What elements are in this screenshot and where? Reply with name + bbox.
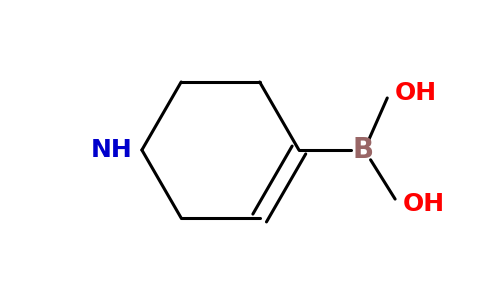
Text: B: B [352, 136, 373, 164]
Text: OH: OH [395, 81, 437, 105]
Text: OH: OH [403, 192, 445, 216]
Text: NH: NH [91, 138, 132, 162]
